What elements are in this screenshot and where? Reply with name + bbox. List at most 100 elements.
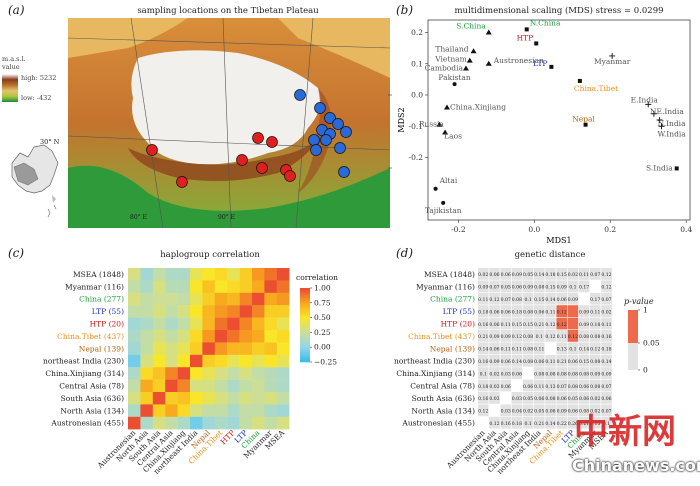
heatmap-cell bbox=[214, 330, 228, 343]
distance-row-label: northeast India (230) bbox=[394, 357, 475, 366]
sampling-site-red bbox=[256, 162, 268, 174]
distance-cell-value: 0.02 bbox=[568, 272, 578, 278]
distance-cell-value: 0.09 bbox=[590, 371, 600, 377]
distance-cell-value: 0.12 bbox=[601, 272, 611, 278]
distance-cell-value: 0.06 bbox=[534, 309, 544, 315]
distance-cell bbox=[556, 317, 567, 330]
distance-cell bbox=[534, 367, 545, 379]
distance-cell-value: 0.11 bbox=[557, 334, 567, 340]
distance-cell bbox=[478, 330, 489, 342]
heatmap-cell bbox=[264, 317, 277, 331]
distance-cell bbox=[522, 392, 534, 404]
heatmap-cell bbox=[128, 305, 141, 318]
heatmap-cell bbox=[152, 367, 166, 380]
distance-cell-value: 0.03 bbox=[501, 409, 511, 415]
distance-cell bbox=[601, 379, 612, 392]
distance-cell-value: 0.12 bbox=[590, 347, 600, 353]
distance-cell-value: 0.03 bbox=[512, 396, 522, 402]
heatmap-row-label: HTP (20) bbox=[90, 320, 124, 329]
mds-point-nepal bbox=[583, 122, 588, 127]
distance-cell-value: 0.02 bbox=[523, 409, 533, 415]
distance-cell-value: 0.05 bbox=[523, 272, 533, 278]
distance-cell bbox=[489, 416, 500, 429]
distance-cell-value: 0.06 bbox=[489, 347, 499, 353]
heatmap-cell bbox=[165, 354, 178, 368]
heatmap-legend-swatch bbox=[300, 297, 310, 301]
mds-y-tick-label: -0.2 bbox=[409, 153, 424, 162]
heatmap-legend-swatch bbox=[300, 339, 310, 343]
distance-cell-value: 0.14 bbox=[512, 359, 522, 365]
distance-cell-value: 0.08 bbox=[579, 334, 589, 340]
distance-cell-value: 0.26 bbox=[568, 421, 578, 427]
distance-cell bbox=[522, 379, 534, 392]
distance-cell-value: 0.08 bbox=[534, 371, 544, 377]
mds-x-tick-label: -0.2 bbox=[451, 225, 466, 234]
distance-cell-value: 0.15 bbox=[523, 322, 533, 328]
heatmap-cell bbox=[152, 354, 166, 368]
heatmap-cell bbox=[227, 280, 240, 293]
heatmap-cell bbox=[152, 280, 166, 293]
heatmap-cell bbox=[165, 330, 178, 343]
heatmap-row-label: LTP (55) bbox=[92, 307, 124, 316]
distance-cell bbox=[489, 379, 500, 392]
distance-cell bbox=[522, 268, 534, 280]
distance-cell-value: 0.1 bbox=[524, 421, 531, 427]
distance-cell bbox=[556, 404, 567, 417]
heatmap-cell bbox=[276, 280, 290, 293]
distance-cell bbox=[567, 330, 579, 342]
distance-cell bbox=[500, 342, 511, 355]
heatmap-cell bbox=[128, 379, 141, 393]
heatmap-legend-swatch bbox=[300, 320, 310, 323]
distance-cell bbox=[511, 280, 523, 293]
heatmap-legend-tick: −0.25 bbox=[314, 358, 337, 367]
heatmap-cell bbox=[177, 416, 191, 430]
mds-point-w-india-label: W.India bbox=[658, 129, 687, 138]
distance-cell-value: 0.11 bbox=[579, 272, 589, 278]
mds-point-altai-label: Altai bbox=[439, 176, 458, 185]
distance-cell bbox=[522, 317, 534, 330]
distance-cell bbox=[567, 367, 579, 379]
heatmap-cell bbox=[128, 354, 141, 368]
heatmap-legend-swatch bbox=[300, 354, 310, 358]
distance-cell-value: 0.08 bbox=[579, 371, 589, 377]
heatmap-cell bbox=[152, 404, 166, 417]
heatmap-cell bbox=[202, 354, 215, 368]
distance-cell-value: 0.09 bbox=[579, 309, 589, 315]
heatmap-cell bbox=[140, 392, 153, 405]
distance-cell bbox=[578, 379, 590, 392]
distance-cell-value: 0.21 bbox=[557, 359, 567, 365]
heatmap-cell bbox=[264, 330, 277, 343]
distance-cell bbox=[534, 268, 545, 280]
heatmap-cell bbox=[177, 342, 191, 355]
distance-cell bbox=[590, 379, 601, 392]
distance-cell bbox=[567, 305, 579, 317]
distance-cell-value: 0.02 bbox=[590, 409, 600, 415]
distance-cell-value: 0.09 bbox=[478, 285, 488, 291]
distance-legend-tick: 0.05 bbox=[643, 339, 660, 348]
distance-cell bbox=[534, 342, 545, 355]
heatmap-cell bbox=[165, 404, 178, 417]
distance-cell-value: 0.06 bbox=[601, 396, 611, 402]
heatmap-cell bbox=[140, 317, 153, 331]
panel-b-letter: (b) bbox=[396, 3, 414, 17]
distance-cell bbox=[567, 404, 579, 417]
distance-cell-value: 0.08 bbox=[590, 359, 600, 365]
distance-cell bbox=[556, 330, 567, 342]
panel-d-letter: (d) bbox=[396, 246, 414, 260]
distance-cell-value: 0.06 bbox=[489, 272, 499, 278]
distance-cell bbox=[534, 404, 545, 417]
heatmap-cell bbox=[177, 292, 191, 306]
heatmap-cell bbox=[190, 392, 203, 405]
heatmap-row-label: Central Asia (78) bbox=[59, 382, 124, 391]
distance-cell bbox=[590, 367, 601, 379]
distance-cell bbox=[511, 305, 523, 317]
heatmap-cell bbox=[140, 330, 153, 343]
mds-point-s-china-label: S.China bbox=[456, 22, 486, 31]
heatmap-cell bbox=[214, 280, 228, 293]
distance-cell bbox=[556, 280, 567, 293]
distance-row-label: South Asia (636) bbox=[412, 394, 475, 403]
distance-cell bbox=[567, 292, 579, 305]
heatmap-cell bbox=[165, 342, 178, 355]
heatmap-row-label: China (277) bbox=[79, 295, 124, 304]
distance-cell-value: 0.21 bbox=[579, 421, 589, 427]
